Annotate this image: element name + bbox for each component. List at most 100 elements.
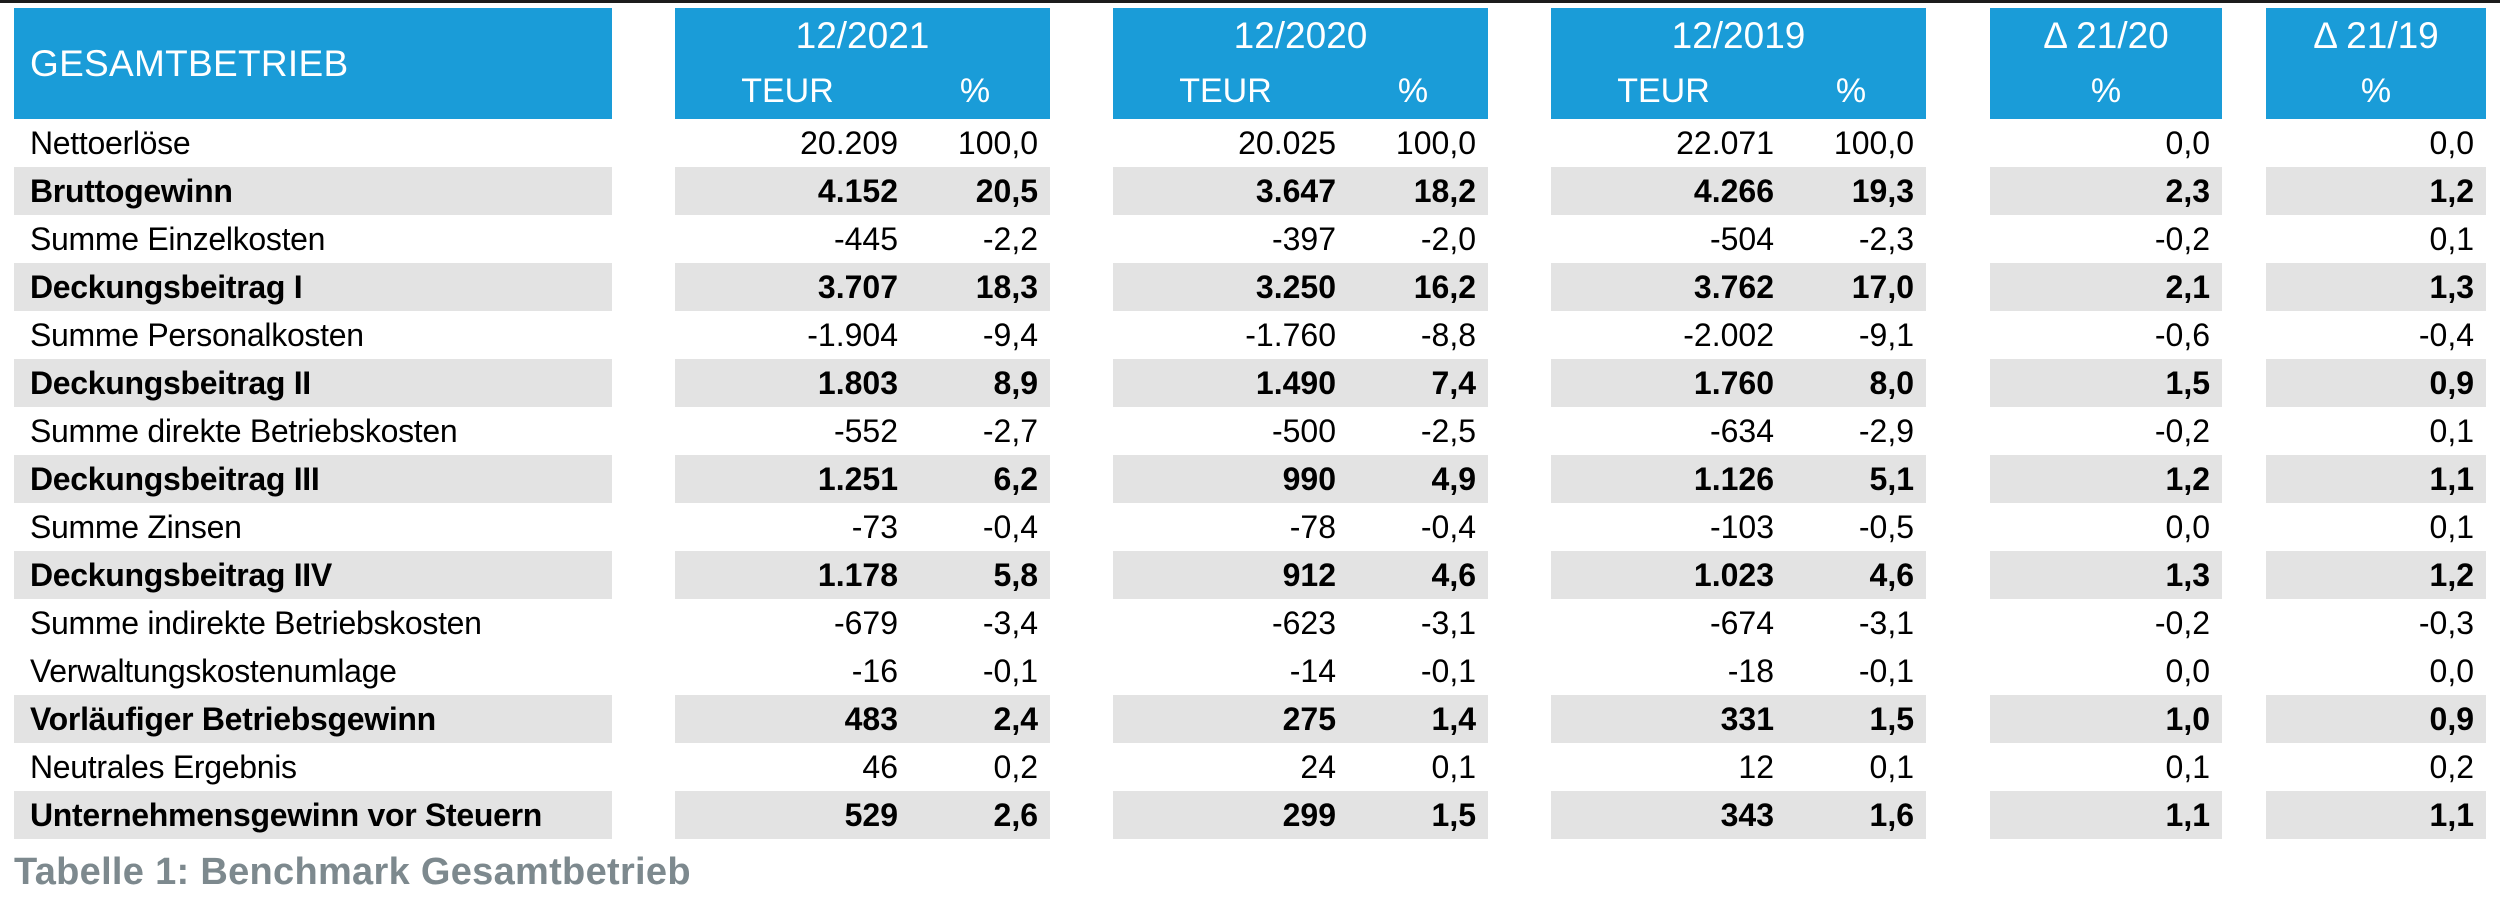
column-gap [612,647,675,695]
value-delta-21-19: 0,1 [2429,413,2474,449]
table-row: Deckungsbeitrag III 1.251 6,2 990 4,9 1.… [14,455,2486,503]
column-gap [1926,743,1990,791]
value-delta-21-20: 0,0 [2165,653,2210,689]
column-delta-21-19: Δ 21/19 [2313,14,2439,56]
value-2019-pct: -3,1 [1858,605,1914,641]
column-gap [1926,503,1990,551]
value-2020-pct: -2,0 [1420,221,1476,257]
row-label: Summe Einzelkosten [30,221,326,257]
value-2021-teur: 46 [862,749,898,785]
column-gap [612,503,675,551]
value-delta-21-20: 0,0 [2165,125,2210,161]
value-2019-pct: 100,0 [1833,125,1914,161]
column-gap [1926,455,1990,503]
column-gap [612,359,675,407]
table-title: GESAMTBETRIEB [30,42,349,84]
row-label: Summe Personalkosten [30,317,364,353]
column-gap [2222,455,2266,503]
value-2020-teur: 24 [1300,749,1336,785]
value-2019-teur: -18 [1727,653,1774,689]
value-2020-pct: -2,5 [1420,413,1476,449]
column-gap [612,599,675,647]
column-gap [1050,551,1113,599]
value-2021-pct: 18,3 [900,263,1050,311]
value-delta-21-19: 1,1 [2266,455,2486,503]
column-gap [1050,263,1113,311]
column-gap [2222,215,2266,263]
column-gap [612,791,675,839]
row-label: Verwaltungskostenumlage [30,653,397,689]
row-label: Unternehmensgewinn vor Steuern [14,791,612,839]
value-2021-pct: -0,1 [982,653,1038,689]
value-2019-teur: -634 [1709,413,1774,449]
column-gap [1488,311,1551,359]
value-2019-pct: -2,9 [1858,413,1914,449]
column-gap [1926,311,1990,359]
value-delta-21-20: -0,2 [2154,221,2210,257]
value-2019-pct: 1,6 [1776,791,1926,839]
value-2021-pct: 2,6 [900,791,1050,839]
column-gap [1050,647,1113,695]
column-gap [612,311,675,359]
value-delta-21-19: 1,3 [2266,263,2486,311]
subheader-pct-2019: % [1835,71,1867,110]
column-gap [612,8,675,119]
table-row: Deckungsbeitrag I 3.707 18,3 3.250 16,2 … [14,263,2486,311]
column-gap [1050,359,1113,407]
table-header: GESAMTBETRIEB 12/2021 TEUR % 12/2020 TEU… [14,8,2486,119]
value-2019-pct: 4,6 [1776,551,1926,599]
value-2019-pct: -9,1 [1858,317,1914,353]
value-2021-pct: -2,2 [982,221,1038,257]
column-gap [612,263,675,311]
column-group-delta-21-20: Δ 21/20 % [1990,8,2222,119]
column-gap [1488,215,1551,263]
value-2019-pct: 0,1 [1869,749,1914,785]
value-2019-teur: 3.762 [1551,263,1776,311]
value-2021-pct: 20,5 [900,167,1050,215]
value-2019-pct: -2,3 [1858,221,1914,257]
value-2019-teur: 1.023 [1551,551,1776,599]
value-2020-teur: 1.490 [1113,359,1338,407]
column-gap [1050,407,1113,455]
column-gap [1488,263,1551,311]
value-2021-teur: -552 [833,413,898,449]
subheader-row-2020: TEUR % [1113,64,1488,120]
value-2020-pct: 18,2 [1338,167,1488,215]
column-gap [1488,551,1551,599]
value-2021-teur: 4.152 [675,167,900,215]
table-row: Nettoerlöse 20.209 100,0 20.025 100,0 22… [14,119,2486,167]
subheader-teur-2019: TEUR [1617,71,1710,110]
value-2020-pct: 7,4 [1338,359,1488,407]
value-2020-pct: 1,4 [1338,695,1488,743]
value-2021-teur: -73 [851,509,898,545]
value-delta-21-19: -0,3 [2418,605,2474,641]
column-gap [1926,119,1990,167]
value-2019-teur: -504 [1709,221,1774,257]
value-2021-teur: 483 [675,695,900,743]
value-2019-teur: 1.126 [1551,455,1776,503]
value-2020-teur: -397 [1271,221,1336,257]
column-gap [1926,647,1990,695]
column-gap [612,407,675,455]
value-2019-pct: -0,1 [1858,653,1914,689]
value-2021-pct: -9,4 [982,317,1038,353]
value-delta-21-20: -0,2 [2154,605,2210,641]
value-2021-pct: 100,0 [957,125,1038,161]
row-label: Deckungsbeitrag II [14,359,612,407]
table-row: Vorläufiger Betriebsgewinn 483 2,4 275 1… [14,695,2486,743]
column-gap [2222,791,2266,839]
column-gap [1488,455,1551,503]
column-gap [1926,551,1990,599]
value-2021-pct: -0,4 [982,509,1038,545]
column-gap [1050,119,1113,167]
subheader-row-2019: TEUR % [1551,64,1926,120]
column-gap [1050,167,1113,215]
column-delta-21-20: Δ 21/20 [2043,14,2169,56]
table-caption: Tabelle 1: Benchmark Gesamtbetrieb [14,851,691,893]
column-year-2020: 12/2020 [1233,14,1368,56]
value-2020-teur: -78 [1289,509,1336,545]
column-gap [1926,407,1990,455]
column-gap [1488,695,1551,743]
value-delta-21-20: -0,2 [2154,413,2210,449]
value-2020-teur: 20.025 [1238,125,1336,161]
